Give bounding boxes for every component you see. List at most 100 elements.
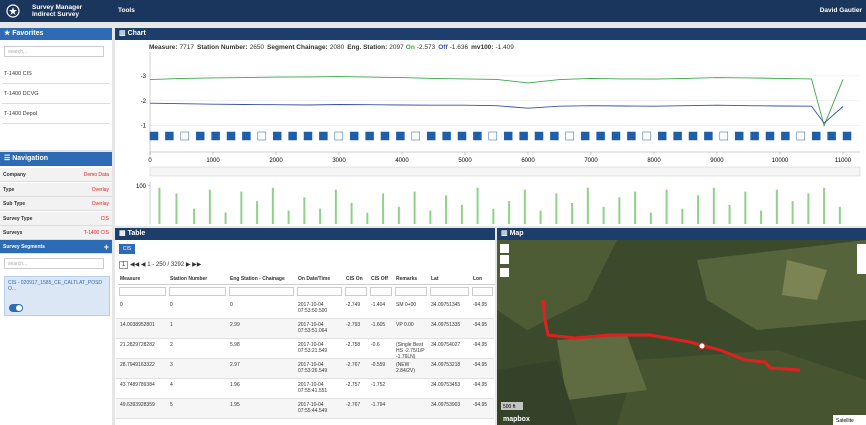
station-marker [520, 132, 528, 140]
favorites-search[interactable]: search... [4, 46, 104, 57]
column-header[interactable]: Measure [118, 273, 168, 285]
x-tick-label: 6000 [521, 158, 535, 164]
bar [524, 190, 526, 224]
table-cell: 34.09753903 [429, 401, 471, 419]
column-header[interactable]: CIS Off [369, 273, 394, 285]
station-marker [396, 132, 404, 140]
table-cell: -2.757 [344, 381, 369, 399]
column-filter[interactable] [119, 287, 166, 296]
column-filter[interactable] [430, 287, 469, 296]
column-filter[interactable] [169, 287, 226, 296]
segments-row[interactable]: Survey Segments+ [0, 240, 112, 254]
station-marker [504, 132, 512, 140]
column-header[interactable]: On Date/Time [296, 273, 344, 285]
map[interactable]: 500 ft mapbox Satellite [497, 240, 866, 425]
station-marker [689, 132, 697, 140]
page-select[interactable]: 1 [119, 261, 128, 269]
table-cell: 5.98 [228, 341, 296, 359]
bar [587, 188, 589, 224]
favorite-item[interactable]: T-1400 DCVG [2, 84, 110, 104]
station-marker [150, 132, 158, 140]
user-name[interactable]: David Gautier [820, 7, 862, 14]
table-cell: 43.7489789384 [118, 381, 168, 399]
segments-label: Survey Segments [3, 244, 45, 250]
table-cell: 4 [168, 381, 228, 399]
table-cell: -1.794 [369, 401, 394, 419]
favorite-item[interactable]: T-1400 CIS [2, 64, 110, 84]
station-marker [797, 132, 805, 140]
column-filter[interactable] [345, 287, 367, 296]
station-marker [335, 132, 343, 140]
bar [839, 207, 841, 224]
logo [6, 4, 20, 18]
column-header[interactable]: Lon [471, 273, 495, 285]
column-header[interactable]: CIS On [344, 273, 369, 285]
tab-cis[interactable]: CIS [119, 244, 135, 254]
station-marker [812, 132, 820, 140]
table-cell [394, 381, 429, 399]
segments-search[interactable]: search... [4, 258, 104, 269]
table-cell: 1 [168, 321, 228, 339]
table-cell: -94.95 [471, 321, 495, 339]
table-cell: -0.559 [369, 361, 394, 379]
bar [681, 209, 683, 224]
table-cell: 2 [168, 341, 228, 359]
x-tick-label: 1000 [206, 158, 220, 164]
station-marker [550, 132, 558, 140]
table-cell: SM 0+00 [394, 301, 429, 319]
layer-button[interactable]: Satellite [836, 418, 854, 424]
column-header[interactable]: Lat [429, 273, 471, 285]
navigation-title: Navigation [12, 155, 48, 162]
bar [240, 192, 242, 224]
station-marker [643, 132, 651, 140]
station-marker [473, 132, 481, 140]
station-marker [350, 132, 358, 140]
column-filter[interactable] [472, 287, 493, 296]
table-cell: -0.6 [369, 341, 394, 359]
table-cell: 14.0038952801 [118, 321, 168, 339]
x-tick-label: 10000 [772, 158, 789, 164]
segment-item[interactable]: CIS - 020917_1585_CE_CALTLAT_POSDO... [4, 276, 110, 316]
column-header[interactable]: Remarks [394, 273, 429, 285]
favorites-title: Favorites [12, 30, 43, 37]
bar [209, 190, 211, 224]
station-marker [612, 132, 620, 140]
nav-label: Type [3, 187, 14, 193]
table-cell: 2017-10-04 07:53:51.064 [296, 321, 344, 339]
column-filter[interactable] [297, 287, 342, 296]
table-cell: (Single Best HS -2.75/1/P -1.76LN) [394, 341, 429, 359]
bar [729, 205, 731, 224]
station-marker [412, 132, 420, 140]
favorites-header: ★ Favorites [0, 28, 112, 40]
favorite-item[interactable]: T-1400 Depol [2, 104, 110, 124]
table-cell: -2.767 [344, 401, 369, 419]
table-cell: 2017-10-04 07:55:44.549 [296, 401, 344, 419]
station-marker [304, 132, 312, 140]
column-header[interactable]: Station Number [168, 273, 228, 285]
station-marker [319, 132, 327, 140]
station-marker [828, 132, 836, 140]
nav-value: CIS [101, 212, 109, 226]
page-range: 1 - 250 / 3292 [147, 262, 184, 268]
column-filter[interactable] [395, 287, 427, 296]
range-slider [150, 167, 860, 176]
column-header[interactable]: Eng Station - Chainage [228, 273, 296, 285]
column-filter[interactable] [229, 287, 294, 296]
table-cell: VP 0.00 [394, 321, 429, 339]
bar [414, 192, 416, 224]
x-tick-label: 9000 [710, 158, 724, 164]
table-cell: 2017-10-04 07:53:21.549 [296, 341, 344, 359]
menu-tools[interactable]: Tools [118, 7, 135, 14]
station-marker [165, 132, 173, 140]
app-title: Survey Manager [32, 4, 82, 11]
station-marker [581, 132, 589, 140]
column-filter[interactable] [370, 287, 392, 296]
toggle[interactable] [9, 304, 23, 312]
chart-title: Chart [128, 30, 146, 37]
table-cell: 34.09751345 [429, 301, 471, 319]
